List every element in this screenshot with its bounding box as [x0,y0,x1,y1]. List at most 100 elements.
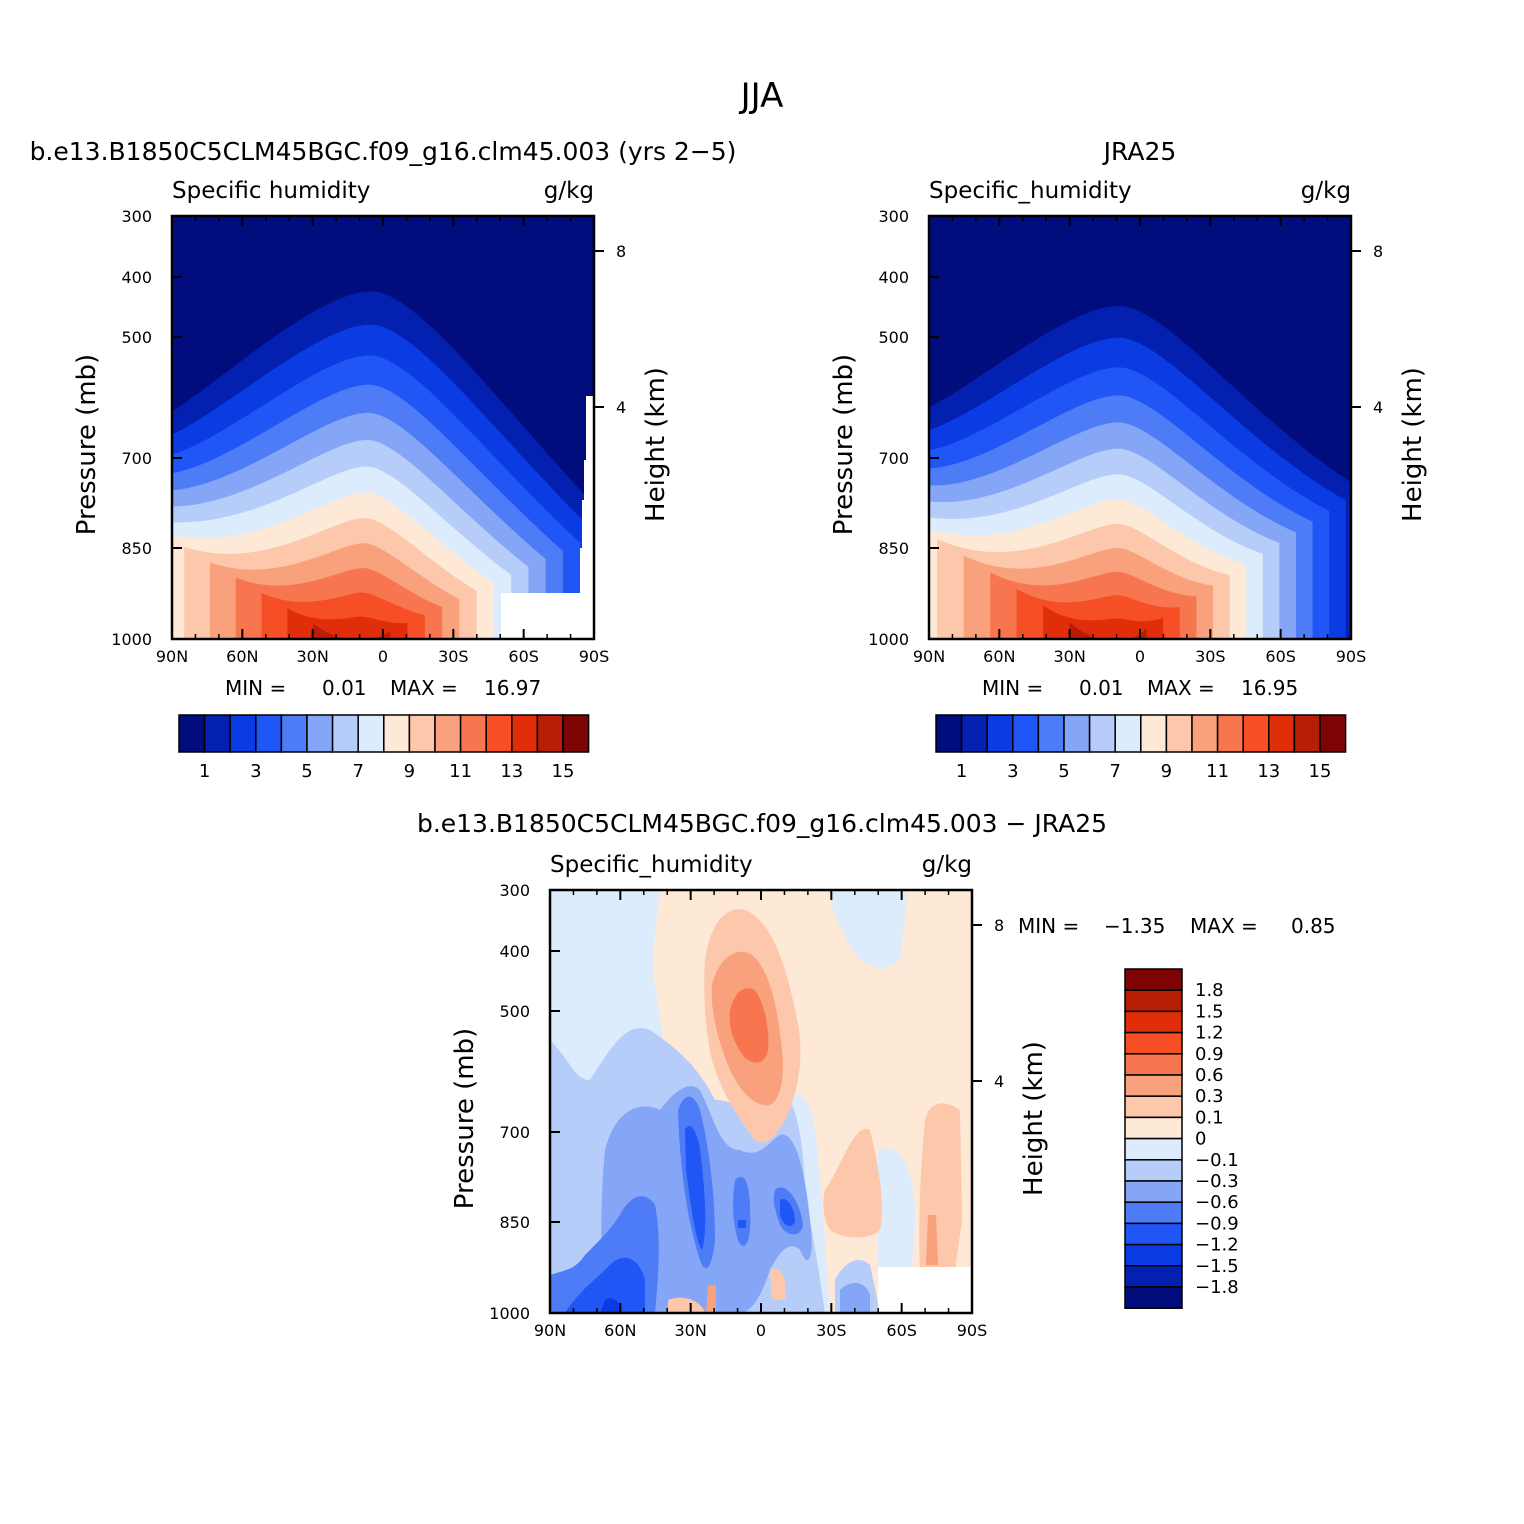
contour-band [828,890,908,970]
colorbar-label: 0 [1195,1129,1206,1150]
contour-band [600,1298,622,1313]
y-tick-label: 500 [878,328,909,347]
colorbar-label: 1.5 [1195,1001,1224,1022]
missing-region [501,396,594,639]
colorbar-swatch [1124,989,1183,1013]
min-label: MIN = [225,676,286,700]
colorbar-swatch [1124,1222,1183,1246]
colorbar-label: −0.3 [1195,1171,1239,1192]
y-tick-label: 850 [499,1213,530,1232]
max-value: 0.85 [1291,914,1336,938]
max-label: MAX = [390,676,458,700]
colorbar-swatch [1124,1243,1183,1267]
contour-band [313,623,391,639]
x-tick-label: 90N [534,1321,566,1340]
min-value: −1.35 [1104,914,1165,938]
height-tick-label: 8 [616,242,626,261]
colorbar: 1 3 5 7 9 11 13 15 [178,714,590,782]
colorbar-label: 7 [352,761,363,782]
colorbar-swatch [408,714,436,753]
x-tick-label: 90S [957,1321,988,1340]
min-value: 0.01 [322,676,367,700]
y-tick-label: 1000 [111,630,152,649]
colorbar-swatch [1012,714,1040,753]
colorbar-swatch [986,714,1014,753]
y-tick-label: 300 [878,207,909,226]
colorbar-swatch [1124,1074,1183,1097]
colorbar-swatch [562,714,590,753]
colorbar-label: −1.2 [1195,1235,1239,1256]
x-tick-label: 30S [1195,647,1226,666]
x-tick-label: 30S [438,647,469,666]
x-tick-label: 30S [816,1321,847,1340]
contour-band [919,1103,962,1270]
colorbar-label: 1.2 [1195,1023,1224,1044]
colorbar-swatch [1242,714,1270,753]
panel-title: b.e13.B1850C5CLM45BGC.f09_g16.clm45.003 … [30,137,737,166]
x-tick-label: 60N [226,647,258,666]
x-tick-label: 90S [579,647,610,666]
panel-difference: b.e13.B1850C5CLM45BGC.f09_g16.clm45.003 … [417,809,1336,1340]
colorbar-label: 0.3 [1195,1086,1224,1107]
max-value: 16.97 [484,676,541,700]
contour-band [668,1297,705,1313]
contour-band [770,1268,786,1300]
contour-field [929,216,1351,669]
colorbar-swatch [1124,1031,1183,1055]
x-tick-label: 60S [508,647,539,666]
max-value: 16.95 [1241,676,1298,700]
height-tick-label: 4 [616,398,626,417]
x-tick-label: 0 [756,1321,766,1340]
x-tick-label: 30N [297,647,329,666]
y-tick-label: 400 [878,268,909,287]
colorbar-swatch [459,714,487,753]
contour-band [1069,622,1147,639]
colorbar-label: 5 [1058,761,1069,782]
colorbar-swatch [1124,1180,1183,1203]
contour-band [926,1215,938,1265]
colorbar-label: 15 [552,761,575,782]
contour-band [339,639,373,669]
colorbar-swatch [1124,1010,1183,1034]
contour-band [1096,639,1130,669]
x-tick-label: 30N [1054,647,1086,666]
colorbar-swatch [1114,714,1142,753]
colorbar-label: −0.6 [1195,1192,1239,1213]
main-title: JJA [739,76,784,116]
colorbar-label: 5 [301,761,312,782]
x-tick-label: 90S [1336,647,1367,666]
x-tick-label: 30N [675,1321,707,1340]
panel-title: JRA25 [1102,137,1177,166]
colorbar-swatch [1319,714,1347,753]
y-tick-label: 850 [878,539,909,558]
colorbar-swatch [383,714,411,753]
x-tick-label: 60S [1265,647,1296,666]
y-tick-label: 300 [499,881,530,900]
colorbar-swatch [1216,714,1244,753]
colorbar-swatch [485,714,513,753]
y-tick-label: 300 [121,207,152,226]
contour-band [729,988,769,1063]
colorbar-swatch [1124,968,1183,991]
y-tick-label: 500 [499,1002,530,1021]
height-tick-label: 8 [994,916,1004,935]
colorbar-swatch [1037,714,1065,753]
height-axis-title: Height (km) [641,367,671,522]
colorbar-label: −0.9 [1195,1213,1239,1234]
colorbar-label: 0.9 [1195,1044,1224,1065]
colorbar: 1 3 5 7 9 11 13 15 [935,714,1347,782]
colorbar-label: 3 [250,761,261,782]
contour-band [823,1128,882,1238]
colorbar-swatch [1124,1053,1183,1076]
colorbar-swatch [1124,1201,1183,1225]
colorbar-swatch [1165,714,1193,753]
colorbar-label: 1 [956,761,967,782]
y-axis-title: Pressure (mb) [450,1028,480,1209]
units-label: g/kg [922,852,972,878]
variable-label: Specific_humidity [929,178,1132,204]
contour-field [550,890,972,1313]
colorbar-label: 11 [449,761,472,782]
colorbar-swatch [1124,1286,1183,1309]
colorbar-swatch [1124,1265,1183,1288]
